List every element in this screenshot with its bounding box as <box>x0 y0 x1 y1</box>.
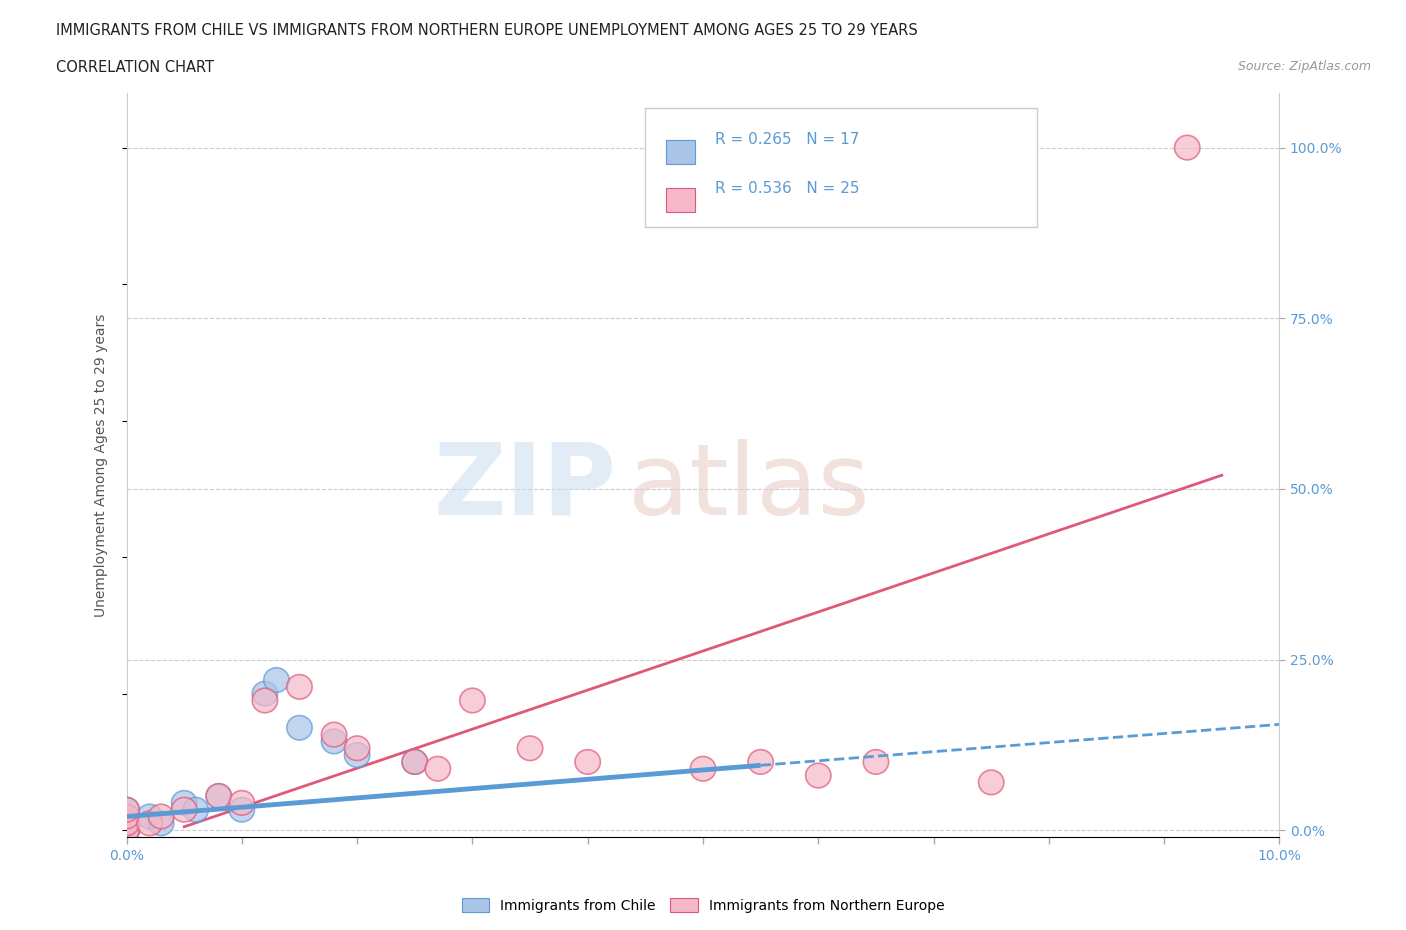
Ellipse shape <box>402 750 427 774</box>
Ellipse shape <box>287 674 312 699</box>
Ellipse shape <box>114 797 139 822</box>
Ellipse shape <box>207 784 232 808</box>
Y-axis label: Unemployment Among Ages 25 to 29 years: Unemployment Among Ages 25 to 29 years <box>94 313 108 617</box>
Text: R = 0.265   N = 17: R = 0.265 N = 17 <box>714 132 859 147</box>
Ellipse shape <box>114 817 139 843</box>
Ellipse shape <box>114 797 139 822</box>
Ellipse shape <box>863 750 889 774</box>
Ellipse shape <box>252 682 277 706</box>
Text: Source: ZipAtlas.com: Source: ZipAtlas.com <box>1237 60 1371 73</box>
FancyBboxPatch shape <box>645 108 1038 227</box>
Ellipse shape <box>114 817 139 843</box>
Ellipse shape <box>517 736 543 761</box>
Ellipse shape <box>149 804 174 829</box>
Ellipse shape <box>252 688 277 712</box>
Ellipse shape <box>172 790 197 816</box>
FancyBboxPatch shape <box>666 188 695 212</box>
Ellipse shape <box>322 729 347 753</box>
Ellipse shape <box>136 811 162 836</box>
Ellipse shape <box>344 736 370 761</box>
Ellipse shape <box>690 756 716 781</box>
Ellipse shape <box>979 770 1004 794</box>
Legend: Immigrants from Chile, Immigrants from Northern Europe: Immigrants from Chile, Immigrants from N… <box>456 893 950 919</box>
Ellipse shape <box>114 804 139 829</box>
Ellipse shape <box>114 817 139 843</box>
Ellipse shape <box>1174 136 1199 160</box>
Ellipse shape <box>114 817 139 843</box>
Ellipse shape <box>575 750 600 774</box>
Text: ZIP: ZIP <box>433 439 616 536</box>
Ellipse shape <box>460 688 485 712</box>
Ellipse shape <box>229 790 254 816</box>
Ellipse shape <box>287 715 312 740</box>
Ellipse shape <box>806 764 831 788</box>
Ellipse shape <box>207 784 232 808</box>
Ellipse shape <box>402 750 427 774</box>
Ellipse shape <box>149 811 174 836</box>
Ellipse shape <box>114 804 139 829</box>
Ellipse shape <box>172 797 197 822</box>
Ellipse shape <box>322 723 347 747</box>
Ellipse shape <box>425 756 450 781</box>
Ellipse shape <box>229 797 254 822</box>
Text: CORRELATION CHART: CORRELATION CHART <box>56 60 214 75</box>
Ellipse shape <box>114 817 139 843</box>
Ellipse shape <box>183 797 208 822</box>
Ellipse shape <box>114 811 139 836</box>
Text: atlas: atlas <box>628 439 870 536</box>
Text: R = 0.536   N = 25: R = 0.536 N = 25 <box>714 180 859 195</box>
Text: IMMIGRANTS FROM CHILE VS IMMIGRANTS FROM NORTHERN EUROPE UNEMPLOYMENT AMONG AGES: IMMIGRANTS FROM CHILE VS IMMIGRANTS FROM… <box>56 23 918 38</box>
FancyBboxPatch shape <box>666 140 695 164</box>
Ellipse shape <box>344 743 370 767</box>
Ellipse shape <box>748 750 773 774</box>
Ellipse shape <box>264 668 290 692</box>
Ellipse shape <box>136 804 162 829</box>
